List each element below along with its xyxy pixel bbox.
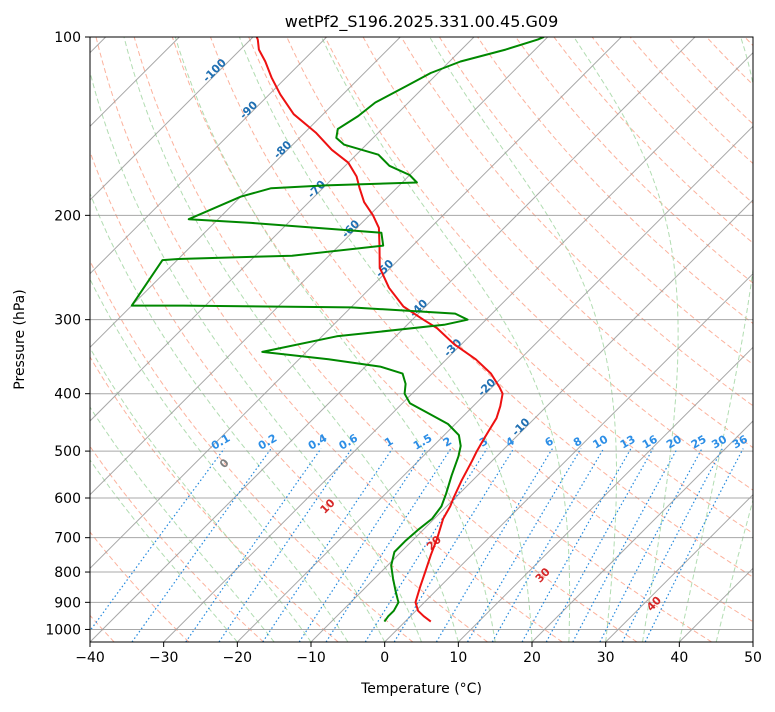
y-axis-label: Pressure (hPa) — [12, 289, 28, 389]
y-tick-label: 700 — [54, 531, 81, 547]
x-tick-label: 40 — [670, 650, 688, 666]
y-tick-label: 800 — [54, 565, 81, 581]
y-tick-label: 300 — [54, 313, 81, 329]
y-tick-label: 100 — [54, 30, 81, 46]
y-tick-label: 200 — [54, 208, 81, 224]
y-tick-label: 500 — [54, 444, 81, 460]
x-tick-label: −20 — [223, 650, 253, 666]
x-tick-label: 30 — [597, 650, 615, 666]
x-axis-label: Temperature (°C) — [360, 681, 482, 697]
x-tick-label: 10 — [449, 650, 467, 666]
y-tick-label: 900 — [54, 595, 81, 611]
y-tick-label: 1000 — [45, 622, 81, 638]
x-tick-label: 50 — [744, 650, 762, 666]
y-tick-label: 600 — [54, 491, 81, 507]
y-tick-label: 400 — [54, 387, 81, 403]
x-tick-label: −40 — [75, 650, 105, 666]
x-tick-label: −30 — [149, 650, 179, 666]
x-tick-label: 0 — [380, 650, 389, 666]
chart-title: wetPf2_S196.2025.331.00.45.G09 — [285, 12, 559, 32]
x-tick-label: −10 — [296, 650, 326, 666]
x-tick-label: 20 — [523, 650, 541, 666]
